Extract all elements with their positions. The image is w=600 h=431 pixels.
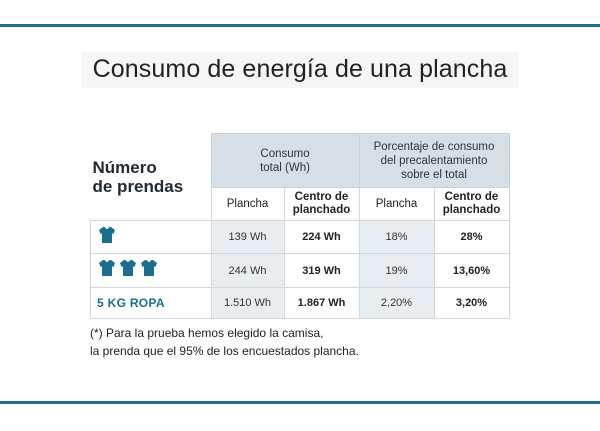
cell-1-2: 224 Wh (283, 220, 360, 254)
footnote: (*) Para la prueba hemos elegido la cami… (90, 324, 359, 360)
energy-table: Número de prendas Consumo total (Wh) Por… (90, 133, 510, 319)
cell-3-1: 1.510 Wh (210, 287, 285, 319)
group-porcentaje-line-1: Porcentaje de consumo (373, 140, 495, 153)
row-header-line-2: de prendas (92, 176, 184, 196)
cell-2-4: 13,60% (433, 253, 510, 288)
subheader-centro-2-text: Centro de planchado (442, 191, 501, 216)
subheader-centro-1: Centro de planchado (283, 187, 360, 221)
cell-3-2: 1.867 Wh (283, 287, 360, 319)
cell-1-3: 18% (358, 220, 435, 254)
row-header: Número de prendas (90, 133, 211, 221)
footnote-line-2: la prenda que el 95% de los encuestados … (90, 344, 359, 358)
bottom-rule (0, 401, 600, 404)
group-porcentaje-line-3: sobre el total (401, 168, 467, 181)
group-consumo: Consumo total (Wh) (210, 133, 360, 188)
row-label-one-shirt (90, 220, 212, 254)
group-consumo-line-1: Consumo (260, 147, 310, 160)
subheader-plancha-2: Plancha (358, 187, 435, 221)
cell-3-4: 3,20% (433, 287, 510, 319)
top-rule (0, 24, 600, 27)
table-row: 244 Wh 319 Wh 19% 13,60% (90, 253, 510, 288)
cell-1-4: 28% (433, 220, 510, 254)
group-porcentaje: Porcentaje de consumo del precalentamien… (358, 133, 510, 188)
row-label-5kg: 5 KG ROPA (90, 287, 212, 319)
shirt-icon (118, 258, 138, 283)
shirt-icon (97, 225, 117, 250)
footnote-line-1: (*) Para la prueba hemos elegido la cami… (90, 326, 324, 340)
shirt-icon (97, 258, 117, 283)
cell-2-1: 244 Wh (210, 253, 285, 288)
row-header-line-1: Número (92, 157, 157, 177)
group-porcentaje-line-2: del precalentamiento (380, 154, 488, 167)
group-consumo-line-2: total (Wh) (260, 161, 310, 174)
cell-1-1: 139 Wh (210, 220, 285, 254)
row-label-three-shirts (90, 253, 212, 288)
cell-2-2: 319 Wh (283, 253, 360, 288)
subheader-centro-1-text: Centro de planchado (292, 191, 351, 216)
page-title: Consumo de energía de una plancha (92, 55, 508, 83)
title-band (82, 52, 518, 88)
shirt-icon (139, 258, 159, 283)
subheader-centro-2: Centro de planchado (433, 187, 510, 221)
cell-3-3: 2,20% (358, 287, 435, 319)
table-row: 139 Wh 224 Wh 18% 28% (90, 220, 510, 254)
cell-2-3: 19% (358, 253, 435, 288)
subheader-plancha-1: Plancha (210, 187, 285, 221)
table-row: 5 KG ROPA 1.510 Wh 1.867 Wh 2,20% 3,20% (90, 287, 510, 319)
